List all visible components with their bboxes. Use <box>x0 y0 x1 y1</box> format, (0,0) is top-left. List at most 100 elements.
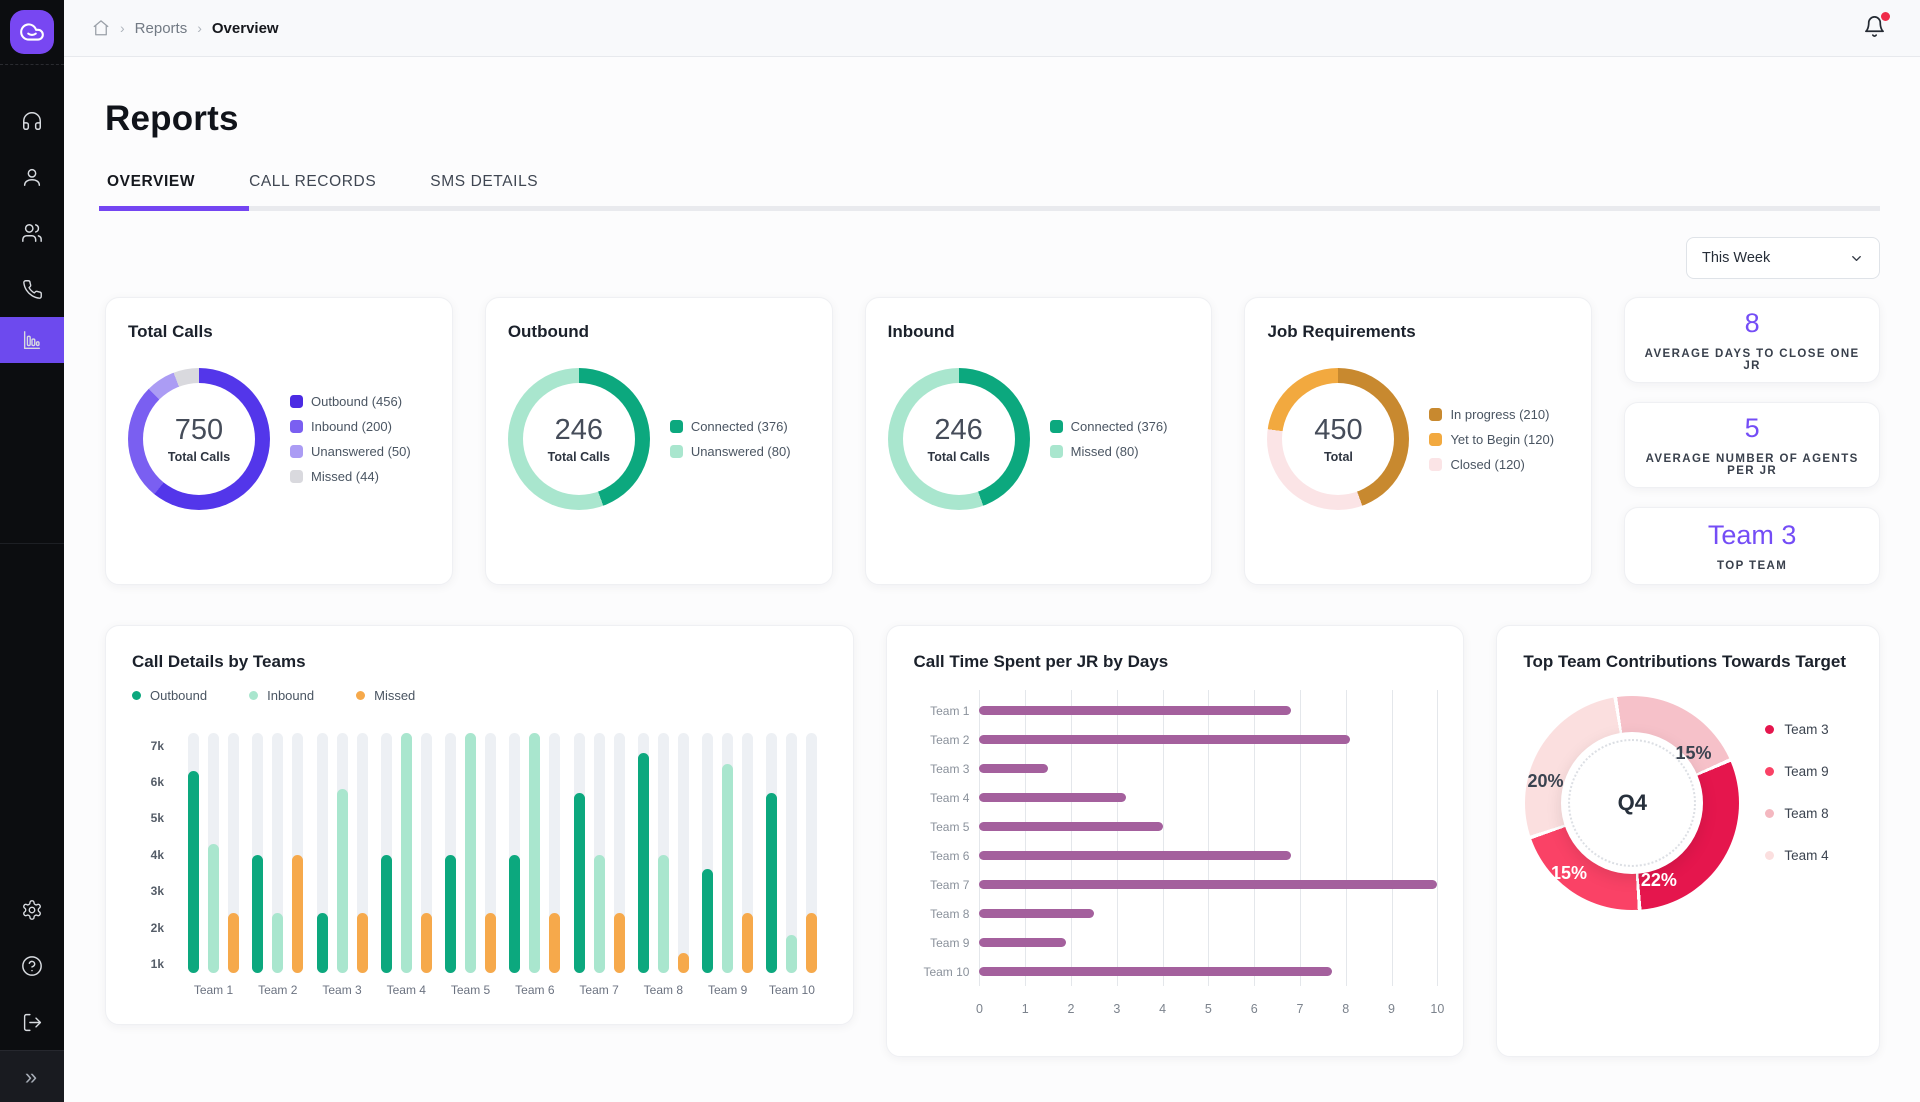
x-axis-tick: 4 <box>1159 1002 1167 1016</box>
donut-center: 246 Total Calls <box>508 368 650 510</box>
contrib-legend-item: Team 4 <box>1765 848 1829 863</box>
x-axis-tick: 6 <box>1250 1002 1258 1016</box>
x-axis-tick: 3 <box>1113 1002 1121 1016</box>
donut-pct-label-team-4: 20% <box>1527 770 1564 791</box>
tab-sms-details[interactable]: SMS DETAILS <box>428 173 540 206</box>
legend-item: Connected (376) <box>669 419 791 434</box>
legend-item: Connected (376) <box>1049 419 1167 434</box>
outbound-bar <box>766 793 778 973</box>
users-group-icon <box>22 224 42 242</box>
legend-dot <box>1765 725 1775 734</box>
charts-row: Call Details by Teams Outbound Inbound Mis… <box>105 625 1880 1057</box>
legend-item: Closed (120) <box>1429 457 1554 472</box>
bar-track <box>252 733 264 973</box>
bar-group-9: Team 9 <box>702 733 754 999</box>
legend-label: In progress (210) <box>1450 406 1550 422</box>
teams-legend-item: Outbound <box>132 688 207 703</box>
inbound-bar <box>272 913 284 973</box>
sidebar-item-teams[interactable] <box>0 205 64 261</box>
outbound-bar <box>573 793 585 973</box>
bar-track <box>228 733 239 973</box>
sidebar-item-contacts[interactable] <box>0 149 64 205</box>
gridline <box>1254 690 1256 986</box>
chevron-down-icon <box>1852 255 1861 261</box>
bar-track <box>420 733 432 973</box>
gridline <box>1116 690 1118 986</box>
notifications-button[interactable] <box>1859 11 1890 45</box>
sidebar-item-calls[interactable] <box>0 261 64 317</box>
bar-track <box>292 733 304 973</box>
hbar-row-8: Team 8 <box>930 899 1437 928</box>
bar-track <box>702 733 714 973</box>
x-axis-label: Team 1 <box>193 983 234 997</box>
legend-swatch <box>669 420 683 433</box>
donut-center-value: 246 <box>554 414 603 446</box>
bar-group-bars <box>702 733 754 973</box>
sidebar-item-settings[interactable] <box>0 882 64 938</box>
x-axis-label: Team 5 <box>450 983 491 997</box>
y-axis-label: Team 6 <box>930 848 970 863</box>
donut-inner-circle: Q4 <box>1561 732 1704 874</box>
hbar-row-6: Team 6 <box>930 841 1437 870</box>
stat-cards-column: 8 AVERAGE DAYS TO CLOSE ONE JR 5 AVERAGE NU… <box>1624 297 1881 585</box>
bar-track <box>316 733 328 973</box>
breadcrumb-separator: › <box>120 20 125 36</box>
missed-bar <box>485 913 497 973</box>
y-axis-tick: 7k <box>150 738 164 753</box>
legend-item: Missed (44) <box>290 469 411 484</box>
app-logo[interactable] <box>10 10 54 54</box>
bar-track <box>485 733 497 973</box>
bar-track <box>786 733 798 973</box>
sidebar-item-reports[interactable] <box>0 317 64 363</box>
tab-overview[interactable]: OVERVIEW <box>98 173 250 211</box>
date-range-select[interactable]: This Week <box>1686 237 1880 279</box>
help-circle-icon <box>22 956 42 976</box>
legend-swatch <box>1429 457 1443 471</box>
sidebar-item-help[interactable] <box>0 938 64 994</box>
sidebar-expand-button[interactable]: » <box>0 1050 64 1102</box>
legend-swatch <box>1429 432 1443 446</box>
chevrons-right-icon: » <box>24 1063 40 1089</box>
y-axis-label: Team 5 <box>930 819 970 834</box>
tab-call-records[interactable]: CALL RECORDS <box>247 173 378 206</box>
bar-group-bars <box>766 733 818 973</box>
hbar-value <box>979 764 1049 773</box>
bar-track <box>380 733 392 973</box>
x-axis-label: Team 8 <box>643 983 684 997</box>
summary-card-3: Job Requirements 450 Total In progress (210… <box>1244 297 1593 585</box>
outbound-bar <box>702 869 714 973</box>
legend-label: Missed (44) <box>311 469 379 484</box>
y-axis-tick: 6k <box>150 775 164 790</box>
legend-item: Missed (80) <box>1049 444 1168 459</box>
main-area: › Reports › Overview Reports OVERVIEW CA… <box>64 0 1920 1102</box>
sidebar-item-agents[interactable] <box>0 93 64 149</box>
hbar-value <box>979 880 1438 889</box>
summary-card-title: Inbound <box>887 322 955 341</box>
donut-center-value: 450 <box>1314 414 1363 446</box>
legend-label: Connected (376) <box>690 419 788 434</box>
y-axis-label: Team 9 <box>930 935 970 950</box>
x-axis-label: Team 6 <box>515 983 555 997</box>
bar-group-4: Team 4 <box>380 733 432 999</box>
gridline <box>1345 690 1347 986</box>
sidebar-item-logout[interactable] <box>0 994 64 1050</box>
sidebar-nav <box>0 93 64 363</box>
legend-label: Unanswered (50) <box>311 444 411 459</box>
tab-sms-details-label: SMS DETAILS <box>430 173 539 190</box>
missed-bar <box>742 913 754 973</box>
gridline <box>1025 690 1027 986</box>
gridline <box>1299 690 1301 986</box>
y-axis-tick: 3k <box>150 884 164 899</box>
home-icon[interactable] <box>92 19 110 37</box>
donut-wrap: 246 Total Calls Connected (376) Missed (80) <box>887 368 1190 510</box>
legend-swatch <box>290 395 303 408</box>
chart-title: Call Time Spent per JR by Days <box>913 652 1169 671</box>
bar-track <box>356 733 368 973</box>
breadcrumb-reports[interactable]: Reports <box>134 19 188 37</box>
page-title: Reports <box>105 99 239 138</box>
contrib-legend-item: Team 9 <box>1765 764 1829 779</box>
y-axis-label: Team 10 <box>923 964 970 979</box>
donut-center: 246 Total Calls <box>888 368 1030 510</box>
hbar-value <box>979 706 1291 715</box>
